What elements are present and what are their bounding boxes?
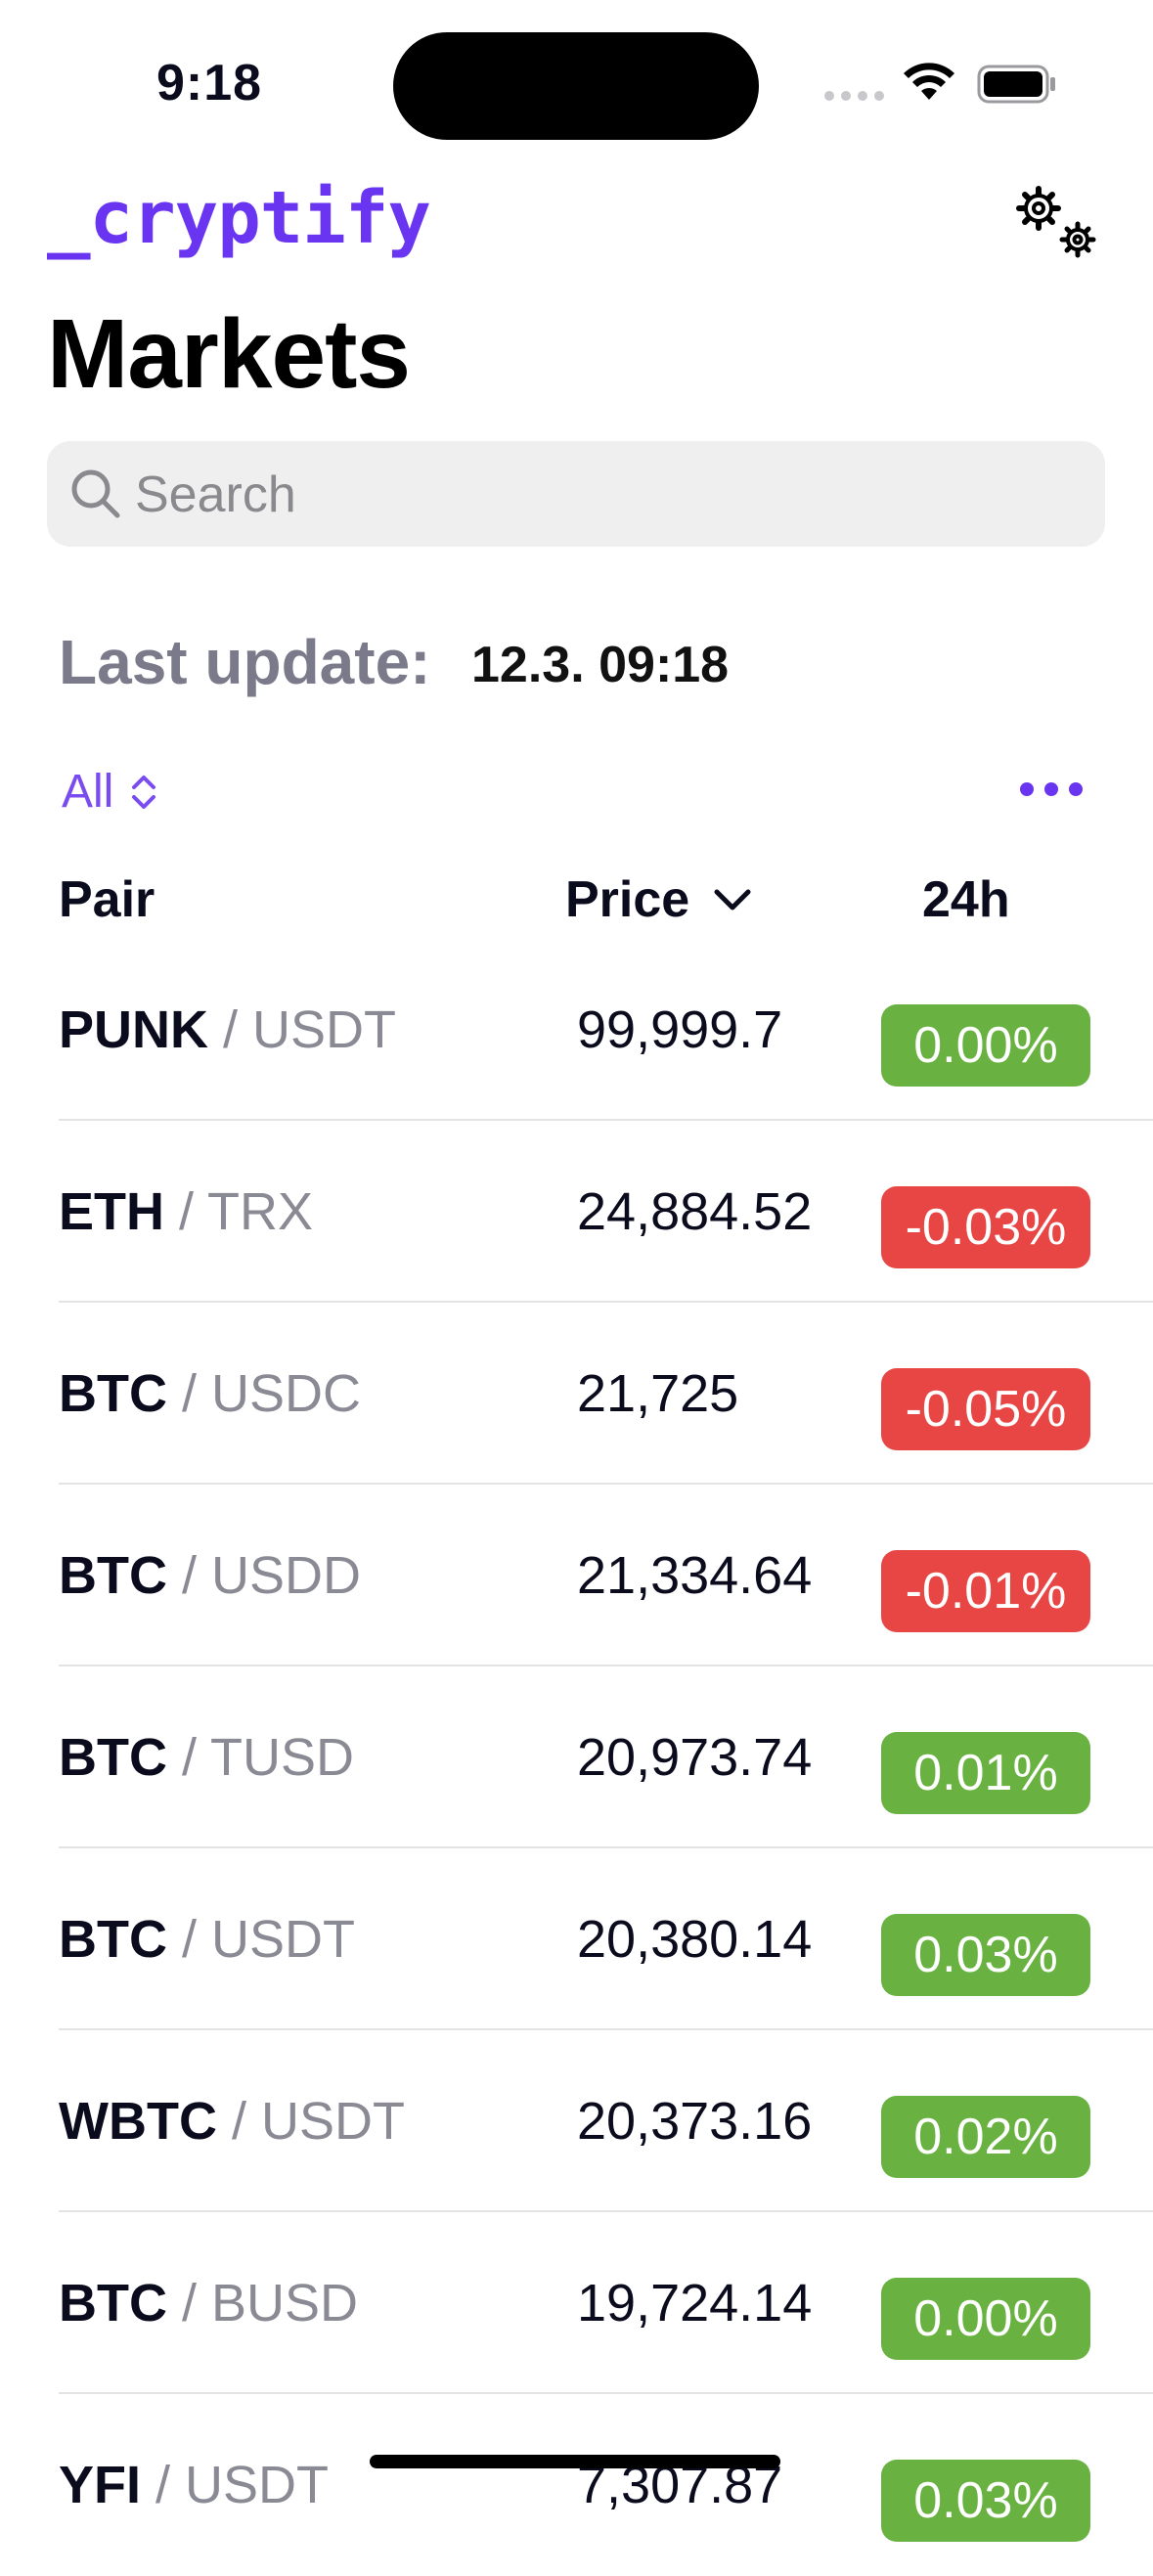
gears-icon <box>1016 186 1096 258</box>
pair-separator: / <box>166 1364 211 1423</box>
pair-base: PUNK <box>59 1000 209 1059</box>
filter-dropdown[interactable]: All <box>62 765 160 819</box>
row-divider <box>59 2392 1153 2394</box>
change-badge: 0.01% <box>881 1732 1090 1814</box>
more-dot <box>1069 782 1083 796</box>
more-dot <box>1044 782 1058 796</box>
row-divider <box>59 2028 1153 2030</box>
pair-base: BTC <box>59 1910 167 1969</box>
price-cell: 20,373.16 <box>577 2092 813 2151</box>
pair-quote: TUSD <box>210 1728 355 1787</box>
pair-base: WBTC <box>59 2092 217 2151</box>
last-update-value: 12.3. 09:18 <box>471 637 730 693</box>
pair-base: BTC <box>59 2274 167 2332</box>
pair-base: BTC <box>59 1364 167 1423</box>
pair-separator: / <box>164 1182 208 1241</box>
change-badge: -0.03% <box>881 1186 1090 1268</box>
column-header-pair[interactable]: Pair <box>59 871 155 928</box>
pair-cell: BTC / TUSD <box>59 1666 354 1848</box>
table-row[interactable]: PUNK / USDT 99,999.7 0.00% <box>0 939 1153 1121</box>
change-badge: 0.03% <box>881 1914 1090 1996</box>
settings-button[interactable] <box>1009 179 1107 267</box>
row-divider <box>59 2210 1153 2212</box>
pair-separator: / <box>166 2274 211 2332</box>
pair-cell: BTC / USDC <box>59 1303 361 1485</box>
change-badge: -0.05% <box>881 1368 1090 1450</box>
page-title: Markets <box>47 299 411 409</box>
pair-separator: / <box>216 2092 261 2151</box>
table-row[interactable]: BTC / USDT 20,380.14 0.03% <box>0 1848 1153 2030</box>
row-divider <box>59 1483 1153 1485</box>
pair-base: YFI <box>59 2456 142 2514</box>
table-row[interactable]: BTC / BUSD 19,724.14 0.00% <box>0 2212 1153 2394</box>
pair-base: BTC <box>59 1728 167 1787</box>
change-badge: -0.01% <box>881 1550 1090 1632</box>
home-indicator <box>370 2455 780 2468</box>
pair-cell: YFI / USDT <box>59 2394 329 2576</box>
pair-quote: TRX <box>207 1182 314 1241</box>
pair-separator: / <box>141 2456 186 2514</box>
change-badge: 0.00% <box>881 2278 1090 2360</box>
filter-label: All <box>62 766 114 818</box>
pair-cell: BTC / BUSD <box>59 2212 358 2394</box>
pair-cell: BTC / USDD <box>59 1485 361 1666</box>
pair-separator: / <box>208 1000 253 1059</box>
cellular-signal-icon <box>824 91 884 101</box>
pair-cell: WBTC / USDT <box>59 2030 405 2212</box>
pair-separator: / <box>166 1546 211 1605</box>
price-cell: 99,999.7 <box>577 1000 783 1059</box>
dynamic-island <box>393 32 759 140</box>
wifi-icon <box>902 61 956 109</box>
pair-quote: USDD <box>211 1546 362 1605</box>
search-bar[interactable] <box>47 441 1105 549</box>
table-row[interactable]: BTC / USDD 21,334.64 -0.01% <box>0 1485 1153 1666</box>
status-time: 9:18 <box>156 55 263 111</box>
search-icon <box>71 469 120 518</box>
brand-logo: _cryptify <box>47 176 431 260</box>
pair-base: BTC <box>59 1546 167 1605</box>
change-badge: 0.00% <box>881 1004 1090 1087</box>
column-header-24h[interactable]: 24h <box>922 871 1010 928</box>
battery-icon <box>977 65 1057 109</box>
pair-quote: USDC <box>211 1364 362 1423</box>
chevron-down-icon <box>714 889 751 910</box>
table-row[interactable]: BTC / USDC 21,725 -0.05% <box>0 1303 1153 1485</box>
pair-base: ETH <box>59 1182 164 1241</box>
row-divider <box>59 1301 1153 1303</box>
pair-cell: PUNK / USDT <box>59 939 396 1121</box>
price-cell: 24,884.52 <box>577 1182 813 1241</box>
row-divider <box>59 1846 1153 1848</box>
column-header-price-label: Price <box>565 871 690 928</box>
pair-cell: ETH / TRX <box>59 1121 313 1303</box>
pair-quote: BUSD <box>211 2274 359 2332</box>
price-cell: 20,973.74 <box>577 1728 813 1787</box>
column-header-price[interactable]: Price <box>565 870 754 929</box>
pair-separator: / <box>166 1728 211 1787</box>
row-divider <box>59 1665 1153 1666</box>
change-badge: 0.02% <box>881 2096 1090 2178</box>
price-cell: 7,307.87 <box>577 2456 783 2514</box>
price-cell: 21,725 <box>577 1364 739 1423</box>
price-cell: 20,380.14 <box>577 1910 813 1969</box>
pair-quote: USDT <box>211 1910 355 1969</box>
price-cell: 19,724.14 <box>577 2274 813 2332</box>
table-row[interactable]: YFI / USDT 7,307.87 0.03% <box>0 2394 1153 2576</box>
price-cell: 21,334.64 <box>577 1546 813 1605</box>
pair-quote: USDT <box>260 2092 405 2151</box>
table-row[interactable]: BTC / TUSD 20,973.74 0.01% <box>0 1666 1153 1848</box>
table-row[interactable]: ETH / TRX 24,884.52 -0.03% <box>0 1121 1153 1303</box>
more-dot <box>1020 782 1034 796</box>
pair-quote: USDT <box>185 2456 330 2514</box>
row-divider <box>59 1119 1153 1121</box>
chevron-up-down-icon <box>132 775 156 809</box>
table-row[interactable]: WBTC / USDT 20,373.16 0.02% <box>0 2030 1153 2212</box>
change-badge: 0.03% <box>881 2460 1090 2542</box>
pair-cell: BTC / USDT <box>59 1848 355 2030</box>
pair-separator: / <box>166 1910 211 1969</box>
search-input[interactable] <box>133 441 1076 549</box>
more-options-button[interactable] <box>1020 782 1083 796</box>
last-update-label: Last update: <box>59 627 431 697</box>
pair-quote: USDT <box>252 1000 397 1059</box>
